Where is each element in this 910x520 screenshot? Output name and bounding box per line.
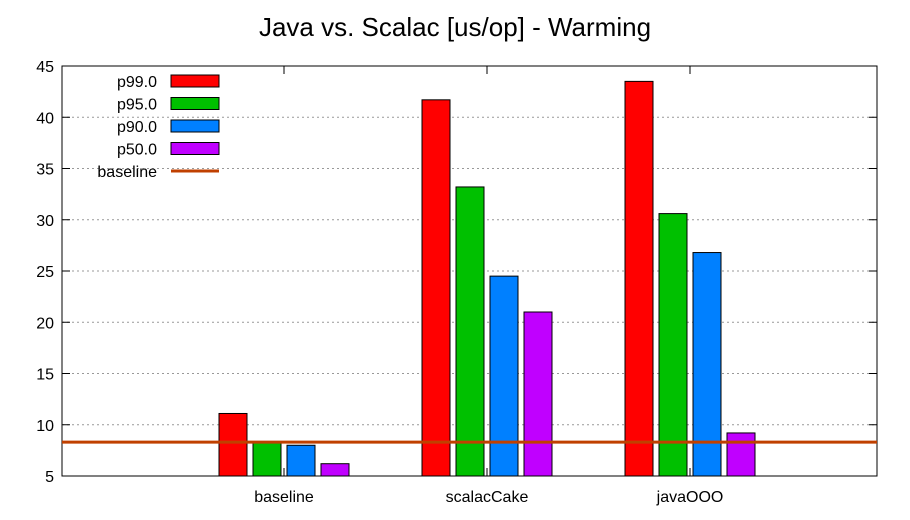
bars	[218, 80, 756, 477]
legend-label: baseline	[97, 164, 157, 181]
legend-swatch	[170, 74, 220, 88]
legend-swatch	[170, 142, 220, 155]
bar-p99-0-javaOOO	[624, 80, 654, 477]
y-tick-label: 30	[36, 213, 54, 230]
y-tick-label: 40	[36, 110, 54, 127]
legend-label: p90.0	[117, 119, 157, 136]
x-category-label: javaOOO	[656, 489, 724, 506]
legend-label: p50.0	[117, 142, 157, 159]
y-tick-label: 45	[36, 59, 54, 76]
legend-swatch	[170, 97, 220, 110]
legend-label: p99.0	[117, 74, 157, 91]
bar-p95-0-baseline	[252, 441, 282, 477]
grid-lines	[62, 116, 877, 426]
y-tick-label: 35	[36, 162, 54, 179]
bar-p90-0-scalacCake	[489, 275, 519, 477]
y-tick-label: 20	[36, 315, 54, 332]
y-tick-label: 15	[36, 367, 54, 384]
bar-p90-0-javaOOO	[692, 252, 722, 477]
legend-swatch	[170, 119, 220, 133]
chart-title: Java vs. Scalac [us/op] - Warming	[258, 12, 652, 42]
bar-p95-0-scalacCake	[455, 186, 485, 477]
bar-p50-0-baseline	[320, 463, 350, 477]
legend-label: p95.0	[117, 97, 157, 114]
bar-p99-0-scalacCake	[421, 99, 451, 477]
bar-p90-0-baseline	[286, 444, 316, 477]
bar-p50-0-javaOOO	[726, 432, 756, 477]
bar-p95-0-javaOOO	[658, 213, 688, 477]
x-category-label: baseline	[254, 489, 314, 506]
bar-p50-0-scalacCake	[523, 311, 553, 477]
y-tick-label: 5	[45, 469, 54, 486]
y-tick-label: 25	[36, 264, 54, 281]
y-axis: 5 10 15 20 25 30 35 40 45	[36, 59, 877, 486]
bar-p99-0-baseline	[218, 412, 248, 477]
legend: p99.0 p95.0 p90.0 p50.0 baseline	[97, 74, 220, 181]
x-axis: baseline scalacCake javaOOO	[254, 66, 723, 506]
x-category-label: scalacCake	[446, 489, 529, 506]
y-tick-label: 10	[36, 418, 54, 435]
